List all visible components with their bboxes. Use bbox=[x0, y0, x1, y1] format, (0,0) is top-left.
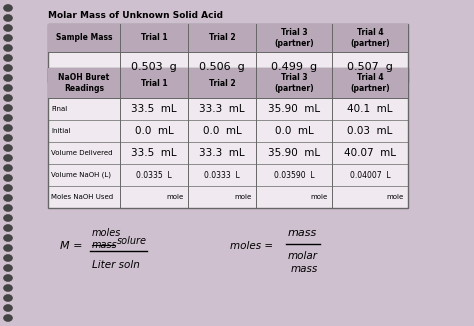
Bar bbox=[48, 24, 408, 52]
Text: Trial 2: Trial 2 bbox=[209, 79, 235, 87]
Ellipse shape bbox=[3, 255, 12, 261]
Text: Sample Mass: Sample Mass bbox=[56, 34, 112, 42]
Text: mass: mass bbox=[92, 240, 118, 250]
Text: Moles NaOH Used: Moles NaOH Used bbox=[51, 194, 113, 200]
Text: mole: mole bbox=[167, 194, 184, 200]
Ellipse shape bbox=[3, 5, 12, 11]
Text: mole: mole bbox=[311, 194, 328, 200]
Text: molar: molar bbox=[288, 251, 318, 261]
Ellipse shape bbox=[3, 144, 12, 152]
Ellipse shape bbox=[3, 294, 12, 302]
Text: 0.507  g: 0.507 g bbox=[347, 62, 393, 72]
Text: solure: solure bbox=[117, 236, 147, 246]
Text: moles: moles bbox=[92, 228, 121, 238]
Text: NaOH Buret
Readings: NaOH Buret Readings bbox=[58, 73, 109, 93]
Text: mass: mass bbox=[291, 264, 318, 274]
Ellipse shape bbox=[3, 274, 12, 281]
Text: Initial: Initial bbox=[51, 128, 71, 134]
Text: Trial 3
(partner): Trial 3 (partner) bbox=[274, 73, 314, 93]
Text: Trial 4
(partner): Trial 4 (partner) bbox=[350, 73, 390, 93]
Ellipse shape bbox=[3, 215, 12, 221]
Ellipse shape bbox=[3, 35, 12, 41]
Text: Volume Delivered: Volume Delivered bbox=[51, 150, 112, 156]
Text: 0.0  mL: 0.0 mL bbox=[274, 126, 313, 136]
Ellipse shape bbox=[3, 45, 12, 52]
Text: M =: M = bbox=[60, 241, 82, 251]
Text: 0.04007  L: 0.04007 L bbox=[350, 170, 390, 180]
Ellipse shape bbox=[3, 304, 12, 312]
Ellipse shape bbox=[3, 234, 12, 242]
Text: moles =: moles = bbox=[230, 241, 273, 251]
Text: 0.503  g: 0.503 g bbox=[131, 62, 177, 72]
Bar bbox=[48, 68, 408, 208]
Text: 40.07  mL: 40.07 mL bbox=[344, 148, 396, 158]
Ellipse shape bbox=[3, 105, 12, 111]
Text: Trial 1: Trial 1 bbox=[141, 34, 167, 42]
Ellipse shape bbox=[3, 54, 12, 62]
Ellipse shape bbox=[3, 24, 12, 32]
Text: 0.0335  L: 0.0335 L bbox=[136, 170, 172, 180]
Ellipse shape bbox=[3, 84, 12, 92]
Ellipse shape bbox=[3, 75, 12, 82]
Ellipse shape bbox=[3, 264, 12, 272]
Bar bbox=[48, 24, 408, 82]
Text: mass: mass bbox=[288, 228, 317, 238]
Text: 0.03  mL: 0.03 mL bbox=[347, 126, 392, 136]
Ellipse shape bbox=[3, 244, 12, 251]
Text: Trial 3
(partner): Trial 3 (partner) bbox=[274, 28, 314, 48]
Text: mole: mole bbox=[387, 194, 404, 200]
Text: 35.90  mL: 35.90 mL bbox=[268, 148, 320, 158]
Text: Trial 1: Trial 1 bbox=[141, 79, 167, 87]
Ellipse shape bbox=[3, 14, 12, 22]
Text: 33.3  mL: 33.3 mL bbox=[199, 148, 245, 158]
Ellipse shape bbox=[3, 204, 12, 212]
Text: mole: mole bbox=[235, 194, 252, 200]
Text: Final: Final bbox=[51, 106, 67, 112]
Text: 0.506  g: 0.506 g bbox=[199, 62, 245, 72]
Text: Volume NaOH (L): Volume NaOH (L) bbox=[51, 172, 111, 178]
Text: 33.3  mL: 33.3 mL bbox=[199, 104, 245, 114]
Text: 0.0333  L: 0.0333 L bbox=[204, 170, 240, 180]
Text: 33.5  mL: 33.5 mL bbox=[131, 148, 177, 158]
Ellipse shape bbox=[3, 195, 12, 201]
Ellipse shape bbox=[3, 114, 12, 122]
Text: Molar Mass of Unknown Solid Acid: Molar Mass of Unknown Solid Acid bbox=[48, 11, 223, 20]
Text: 0.499  g: 0.499 g bbox=[271, 62, 317, 72]
Ellipse shape bbox=[3, 185, 12, 191]
Ellipse shape bbox=[3, 65, 12, 71]
Text: Liter soln: Liter soln bbox=[92, 260, 140, 270]
Ellipse shape bbox=[3, 225, 12, 231]
Ellipse shape bbox=[3, 285, 12, 291]
Text: 35.90  mL: 35.90 mL bbox=[268, 104, 320, 114]
Text: 33.5  mL: 33.5 mL bbox=[131, 104, 177, 114]
Text: Trial 4
(partner): Trial 4 (partner) bbox=[350, 28, 390, 48]
Bar bbox=[48, 68, 408, 98]
Ellipse shape bbox=[3, 315, 12, 321]
Ellipse shape bbox=[3, 174, 12, 182]
Text: 40.1  mL: 40.1 mL bbox=[347, 104, 393, 114]
Text: 0.0  mL: 0.0 mL bbox=[135, 126, 173, 136]
Ellipse shape bbox=[3, 135, 12, 141]
Text: 0.03590  L: 0.03590 L bbox=[273, 170, 314, 180]
Ellipse shape bbox=[3, 165, 12, 171]
Text: Trial 2: Trial 2 bbox=[209, 34, 235, 42]
Ellipse shape bbox=[3, 95, 12, 101]
Text: 0.0  mL: 0.0 mL bbox=[202, 126, 241, 136]
Ellipse shape bbox=[3, 155, 12, 161]
Ellipse shape bbox=[3, 125, 12, 131]
